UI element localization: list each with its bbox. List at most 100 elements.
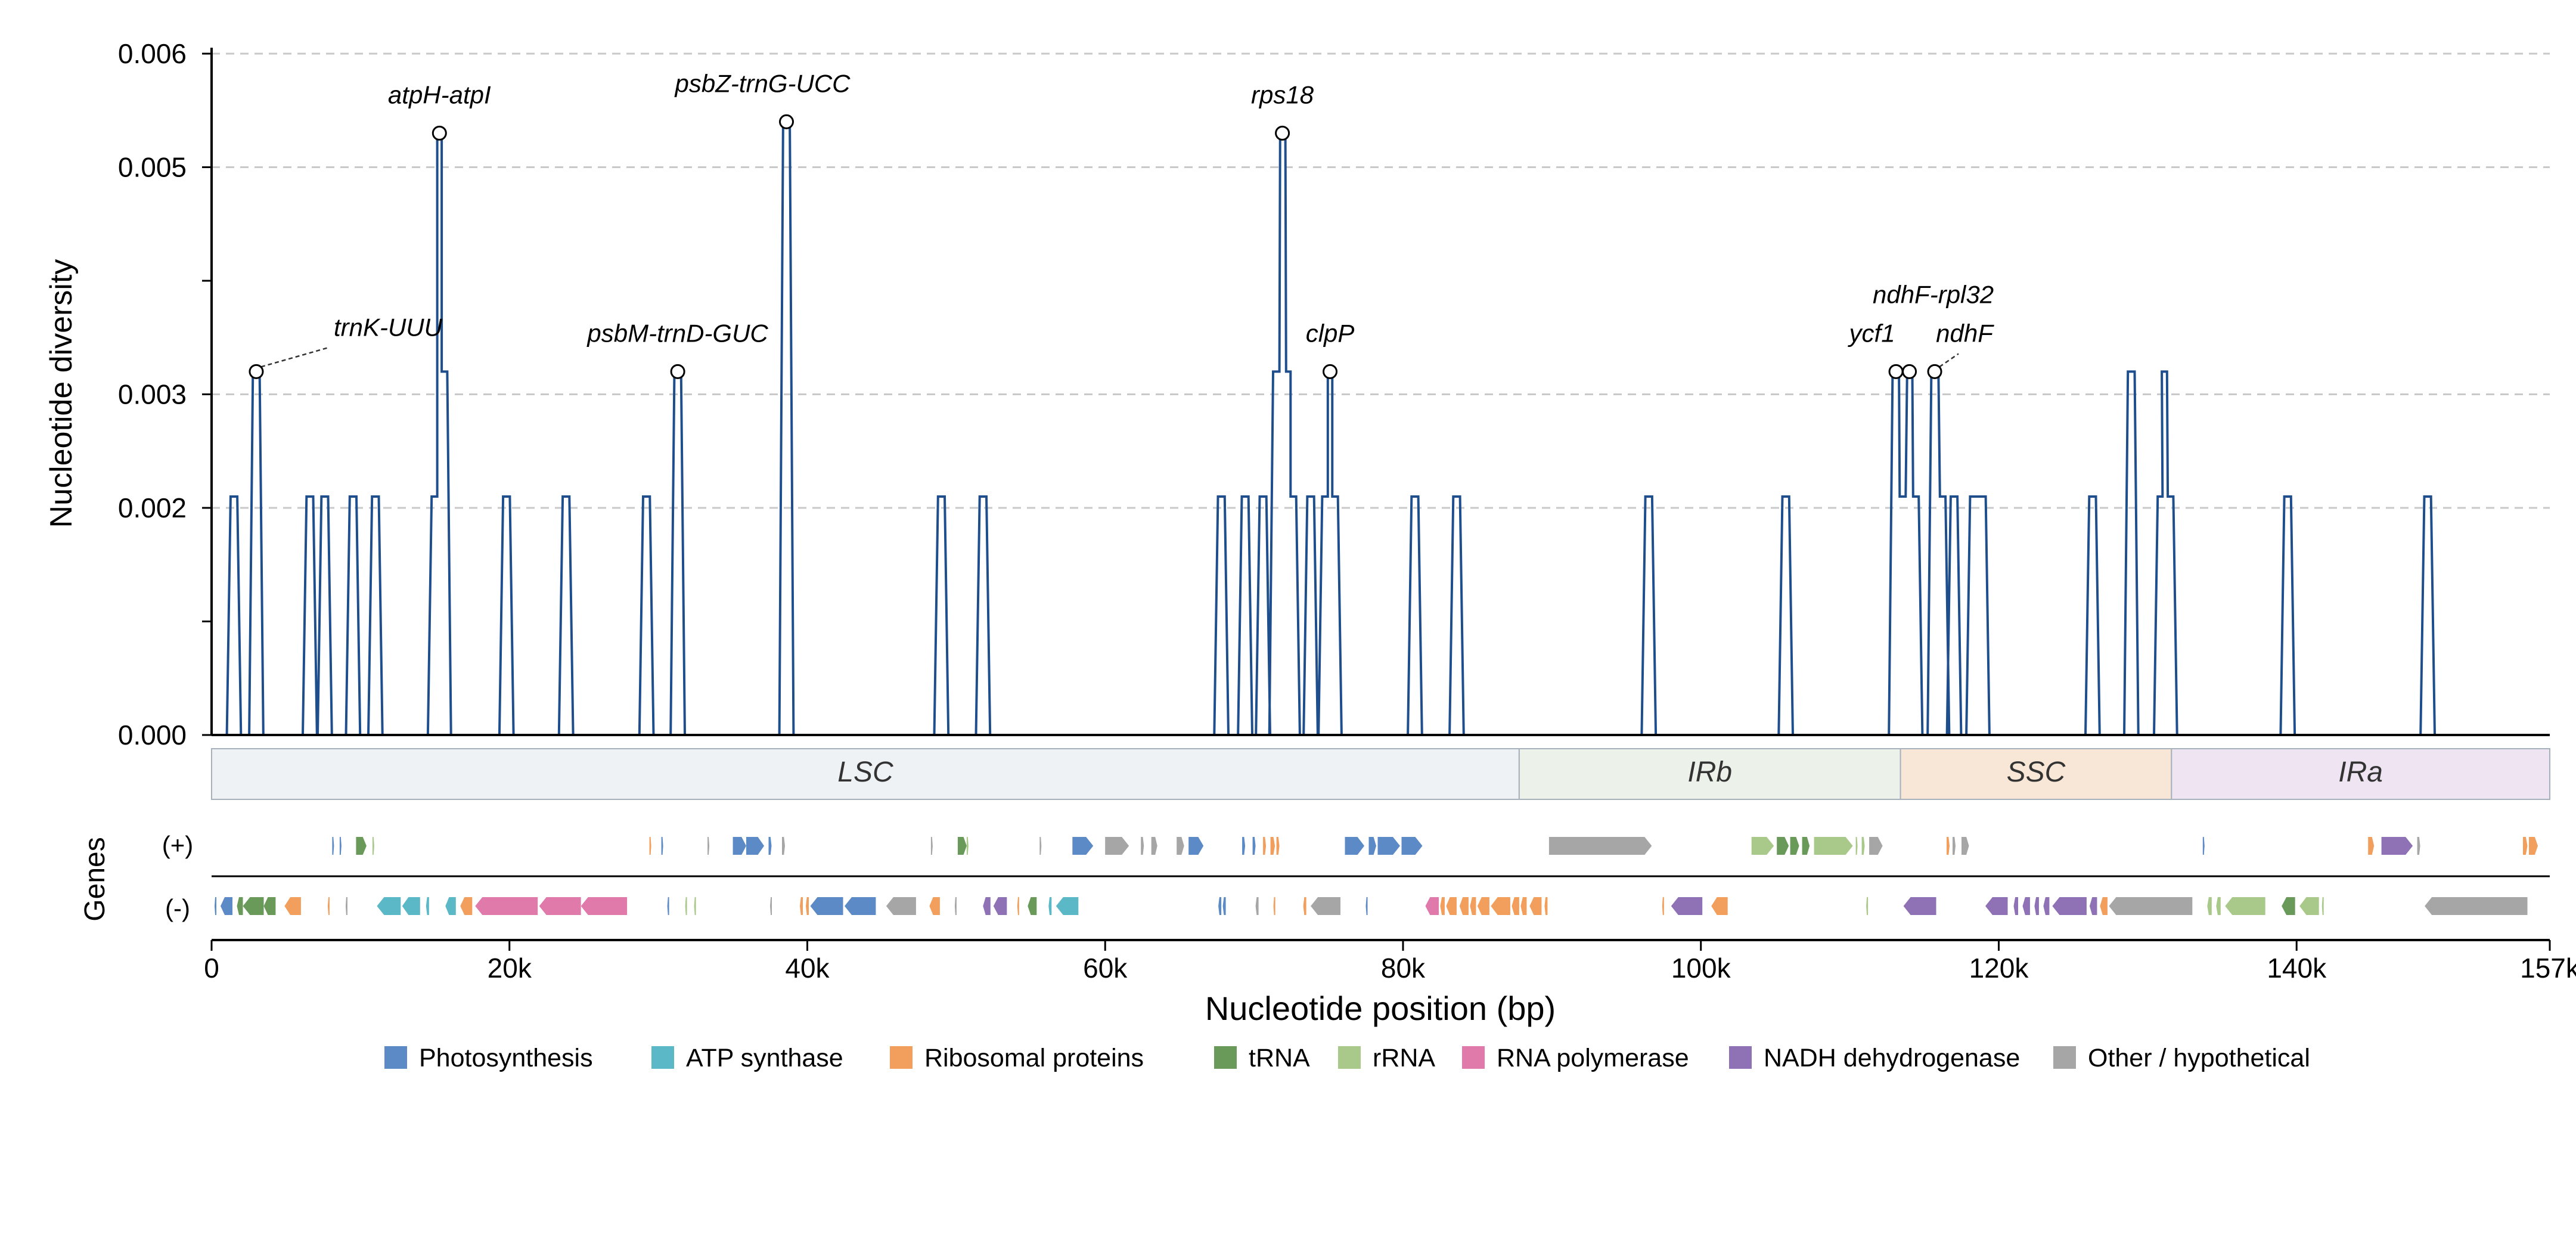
region-label: LSC [837, 756, 893, 788]
gene-arrow-other [345, 897, 347, 915]
gene-arrow-rrna [372, 837, 374, 855]
gene-arrow-atp [377, 897, 401, 915]
gene-arrow-photo [1252, 837, 1256, 855]
gene-arrow-ribo [1017, 897, 1019, 915]
gene-arrow-ndh [983, 897, 991, 915]
gene-arrow-atp [1048, 897, 1052, 915]
gene-arrow-trna [263, 897, 276, 915]
annotation-label: psbM-trnD-GUC [586, 319, 768, 347]
diversity-peak-point [1972, 495, 1975, 498]
legend-swatch [2053, 1046, 2076, 1069]
gene-arrow-ribo [2523, 837, 2528, 855]
gene-arrow-other [1548, 837, 1652, 855]
legend-label: tRNA [1249, 1044, 1310, 1072]
gene-arrow-photo [1072, 837, 1094, 855]
diversity-peak-point [1941, 495, 1944, 498]
gene-arrow-photo [332, 837, 334, 855]
gene-arrow-ndh [2034, 897, 2039, 915]
gene-arrow-ndh [2089, 897, 2097, 915]
gene-arrow-ribo [2368, 837, 2375, 855]
diversity-peak-point [2163, 370, 2165, 373]
diversity-peak-point [1220, 495, 1222, 498]
gene-arrow-photo [746, 837, 764, 855]
gene-arrow-ribo [1270, 837, 1275, 855]
diversity-peak-point [434, 495, 436, 498]
gene-arrow-other [770, 897, 772, 915]
y-tick-label: 0.006 [118, 38, 187, 69]
gene-arrow-trna [1790, 837, 1799, 855]
gene-arrow-other [2417, 837, 2420, 855]
annotation-label: trnK-UUU [334, 313, 443, 341]
gene-arrow-ribo [2100, 897, 2108, 915]
legend-label: Photosynthesis [419, 1044, 593, 1072]
gene-arrow-atp [445, 897, 456, 915]
annotation-label: rps18 [1251, 80, 1314, 108]
diversity-peak-point [1914, 495, 1917, 498]
gene-arrow-ribo [1711, 897, 1728, 915]
gene-arrow-rrna [1814, 837, 1853, 855]
diversity-peak-point [1647, 495, 1650, 498]
gene-arrow-ribo [1303, 897, 1306, 915]
gene-arrow-trna [1028, 897, 1037, 915]
gene-arrow-other [886, 897, 916, 915]
gene-arrow-atp [1056, 897, 1079, 915]
gene-arrow-other [1039, 837, 1042, 855]
gene-arrow-other [1311, 897, 1340, 915]
gene-arrow-photo [1345, 837, 1364, 855]
diversity-peak-point [2169, 495, 2171, 498]
legend-swatch [1214, 1046, 1237, 1069]
gene-arrow-other [1141, 837, 1144, 855]
minus-strand-genes [215, 897, 2528, 915]
gene-arrow-ribo [800, 897, 803, 915]
gene-arrow-other [1177, 837, 1184, 855]
region-label: IRa [2338, 756, 2383, 788]
diversity-peak-point [1244, 495, 1246, 498]
gene-arrow-ribo [1477, 897, 1489, 915]
gene-arrow-other [930, 837, 933, 855]
x-tick-label: 157k [2520, 953, 2576, 984]
diversity-peak-point [1292, 495, 1294, 498]
gene-arrow-rnapol [475, 897, 538, 915]
gene-arrow-rrna [1866, 897, 1869, 915]
x-tick-label: 0 [204, 953, 219, 984]
gene-arrow-photo [810, 897, 843, 915]
gene-arrow-rrna [2299, 897, 2319, 915]
y-axis-ticks: 0.000 0.002 0.003 0.005 0.006 [118, 38, 212, 750]
diversity-peak-point [982, 495, 984, 498]
gene-arrow-atp [426, 897, 429, 915]
gene-arrow-trna [356, 837, 367, 855]
annotation-marker [1323, 364, 1338, 379]
gene-arrow-trna [2282, 897, 2295, 915]
annotation-label: psbZ-trnG-UCC [674, 69, 851, 97]
gene-arrow-ribo [649, 837, 651, 855]
annotation-leader-line [260, 347, 328, 368]
gene-arrow-rrna [1855, 837, 1858, 855]
diversity-peak-point [2426, 495, 2429, 498]
annotation-marker [432, 125, 447, 141]
annotation-marker [1902, 364, 1917, 379]
gene-arrow-ndh [993, 897, 1007, 915]
gene-arrow-photo [1242, 837, 1246, 855]
gene-arrow-ribo [2529, 837, 2538, 855]
gene-arrow-photo [667, 897, 669, 915]
diversity-peak-point [1275, 370, 1278, 373]
gene-arrow-ribo [1446, 897, 1457, 915]
gene-arrow-photo [1365, 897, 1368, 915]
legend-swatch [1729, 1046, 1752, 1069]
gene-arrow-trna [1777, 837, 1789, 855]
gene-arrow-ribo [1512, 897, 1519, 915]
legend-swatch [1462, 1046, 1485, 1069]
gene-arrow-photo [1218, 897, 1222, 915]
x-tick-label: 60k [1083, 953, 1128, 984]
gene-arrow-photo [661, 837, 663, 855]
gene-arrow-trna [1802, 837, 1810, 855]
gene-arrow-rrna [2216, 897, 2221, 915]
diversity-peak-point [1981, 495, 1984, 498]
gene-arrow-rrna [685, 897, 687, 915]
region-block [2171, 748, 2550, 800]
diversity-peak-point [374, 495, 377, 498]
y-axis-title: Nucleotide diversity [44, 259, 79, 528]
legend-swatch [1338, 1046, 1361, 1069]
x-tick-label: 20k [488, 953, 532, 984]
annotation-label: clpP [1306, 319, 1355, 347]
